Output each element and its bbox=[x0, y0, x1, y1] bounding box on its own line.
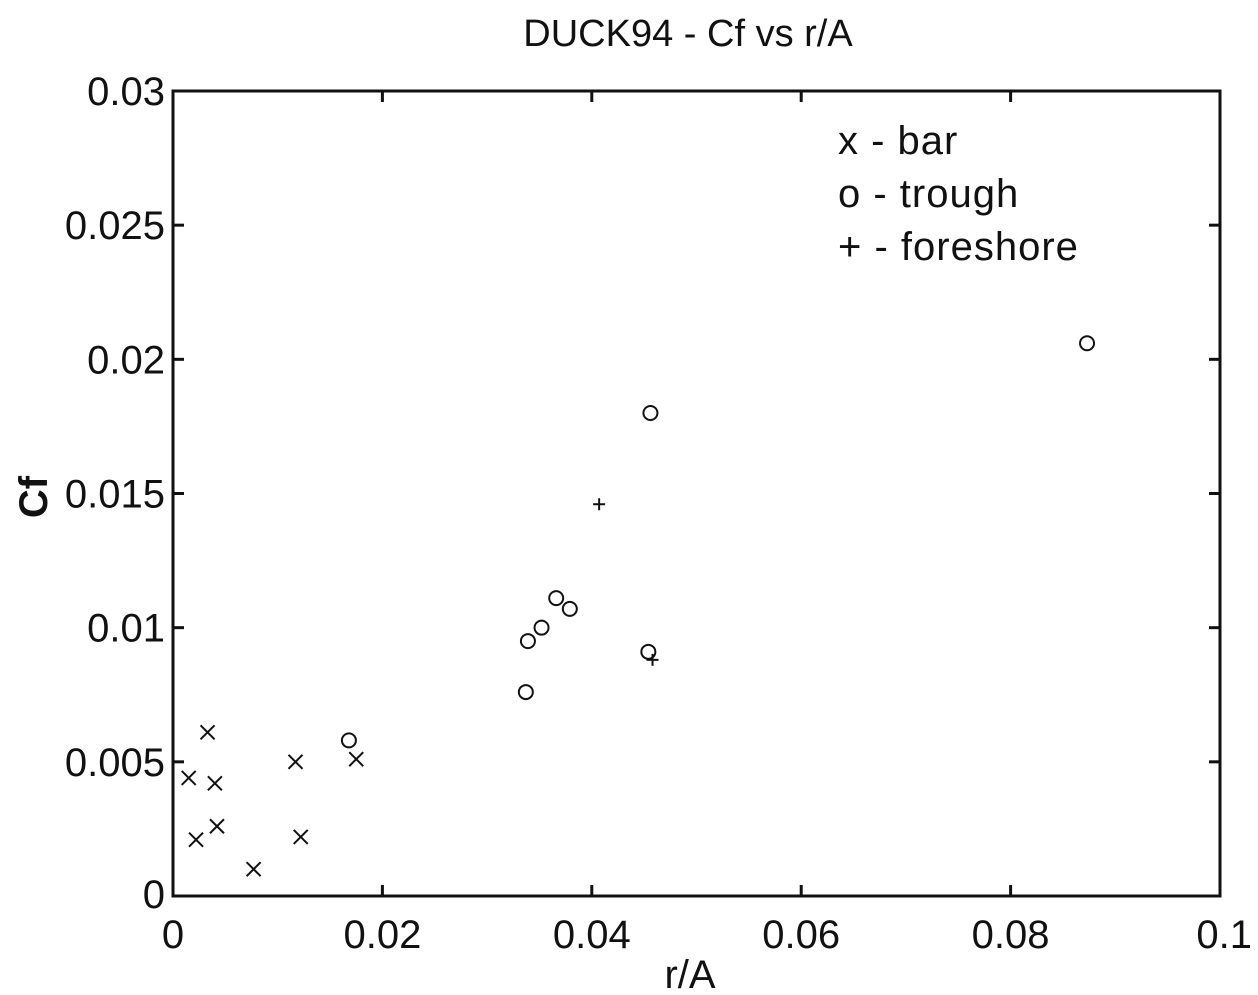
tick-marks bbox=[171, 89, 1222, 898]
trough-point bbox=[561, 600, 578, 617]
y-tick-label: 0.015 bbox=[65, 473, 165, 517]
trough-point bbox=[340, 732, 357, 749]
x-axis-label: r/A bbox=[664, 953, 715, 995]
trough-point bbox=[517, 684, 534, 701]
bar-point bbox=[199, 724, 216, 741]
trough-point bbox=[640, 643, 657, 660]
chart-title: DUCK94 - Cf vs r/A bbox=[523, 13, 853, 55]
plot-area-frame bbox=[171, 89, 1222, 898]
x-tick-label: 0.02 bbox=[343, 913, 421, 957]
legend-entry: o - trough bbox=[838, 172, 1019, 216]
trough-point bbox=[548, 590, 565, 607]
bar-point bbox=[287, 754, 304, 770]
trough-point bbox=[533, 619, 550, 636]
y-tick-label: 0.005 bbox=[65, 741, 165, 785]
legend: x - bar o - trough + - foreshore bbox=[838, 119, 1079, 269]
foreshore-point bbox=[593, 498, 606, 511]
x-tick-label: 0.1 bbox=[1196, 913, 1252, 957]
data-markers bbox=[180, 335, 1096, 877]
bar-point bbox=[348, 751, 364, 767]
legend-entry: + - foreshore bbox=[838, 225, 1079, 269]
y-tick-label: 0.025 bbox=[65, 204, 165, 248]
y-tick-label: 0.03 bbox=[87, 70, 165, 114]
x-tick-label: 0.04 bbox=[553, 913, 631, 957]
bar-point bbox=[207, 775, 223, 792]
bar-point bbox=[180, 770, 197, 786]
x-tick-label: 0.08 bbox=[972, 913, 1050, 957]
y-tick-label: 0.01 bbox=[87, 607, 165, 651]
tick-labels: 0 0.02 0.04 0.06 0.08 0.1 0 0.005 0.01 0.015 0.02 0… bbox=[65, 70, 1252, 957]
foreshore-point bbox=[646, 653, 659, 666]
y-axis-label: Cf bbox=[12, 475, 56, 518]
bar-point bbox=[293, 829, 309, 845]
trough-point bbox=[519, 633, 536, 650]
x-tick-label: 0 bbox=[162, 913, 184, 957]
x-tick-label: 0.06 bbox=[762, 913, 840, 957]
bar-point bbox=[188, 831, 204, 848]
trough-point bbox=[642, 405, 659, 421]
legend-entry: x - bar bbox=[838, 119, 958, 163]
trough-point bbox=[1079, 335, 1096, 352]
y-tick-label: 0 bbox=[143, 873, 165, 917]
bar-point bbox=[245, 861, 262, 877]
bar-point bbox=[209, 818, 225, 834]
y-tick-label: 0.02 bbox=[87, 338, 165, 382]
